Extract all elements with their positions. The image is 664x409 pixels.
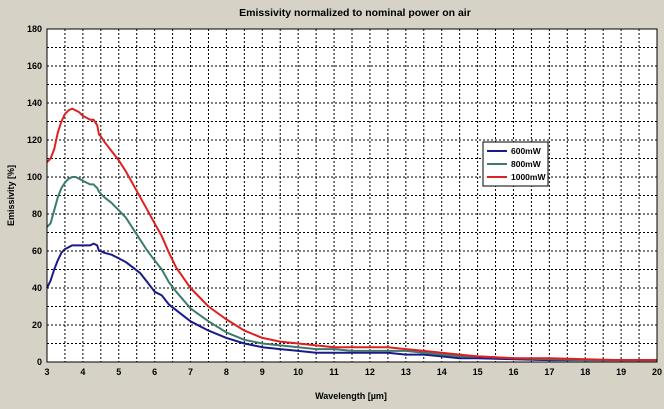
y-tick-label: 180 — [27, 24, 42, 34]
plot-border — [46, 28, 658, 363]
y-axis-label: Emissivity [%] — [6, 165, 16, 226]
x-tick-label: 5 — [116, 367, 121, 377]
x-tick-label: 3 — [44, 367, 49, 377]
legend: 600mW 800mW 1000mW — [482, 141, 549, 187]
x-tick-label: 20 — [652, 367, 662, 377]
y-tick-label: 0 — [37, 357, 42, 367]
x-tick-label: 19 — [616, 367, 626, 377]
y-tick-label: 100 — [27, 172, 42, 182]
series-line-1000mW — [46, 107, 657, 362]
legend-label: 1000mW — [511, 172, 546, 182]
y-tick-label: 80 — [32, 209, 42, 219]
x-tick-label: 9 — [260, 367, 265, 377]
series-lines — [46, 107, 657, 362]
x-tick-label: 7 — [188, 367, 193, 377]
x-tick-label: 12 — [365, 367, 375, 377]
chart-title: Emissivity normalized to nominal power o… — [239, 7, 471, 19]
series-line-600mW — [46, 242, 657, 362]
series-line-800mW — [46, 176, 657, 362]
y-tick-label: 60 — [32, 246, 42, 256]
x-tick-label: 11 — [329, 367, 339, 377]
x-tick-label: 15 — [473, 367, 483, 377]
x-tick-label: 18 — [580, 367, 590, 377]
x-tick-label: 13 — [401, 367, 411, 377]
x-tick-label: 10 — [293, 367, 303, 377]
y-tick-label: 160 — [27, 61, 42, 71]
x-tick-label: 14 — [437, 367, 447, 377]
legend-label: 800mW — [511, 159, 542, 169]
x-axis-label: Wavelength [µm] — [315, 391, 387, 401]
y-tick-label: 40 — [32, 283, 42, 293]
x-tick-label: 17 — [544, 367, 554, 377]
y-tick-label: 120 — [27, 135, 42, 145]
x-tick-label: 16 — [508, 367, 518, 377]
x-tick-label: 6 — [152, 367, 157, 377]
x-tick-label: 4 — [80, 367, 85, 377]
x-tick-label: 8 — [224, 367, 229, 377]
legend-label: 600mW — [511, 146, 542, 156]
y-tick-label: 20 — [32, 320, 42, 330]
y-tick-label: 140 — [27, 98, 42, 108]
